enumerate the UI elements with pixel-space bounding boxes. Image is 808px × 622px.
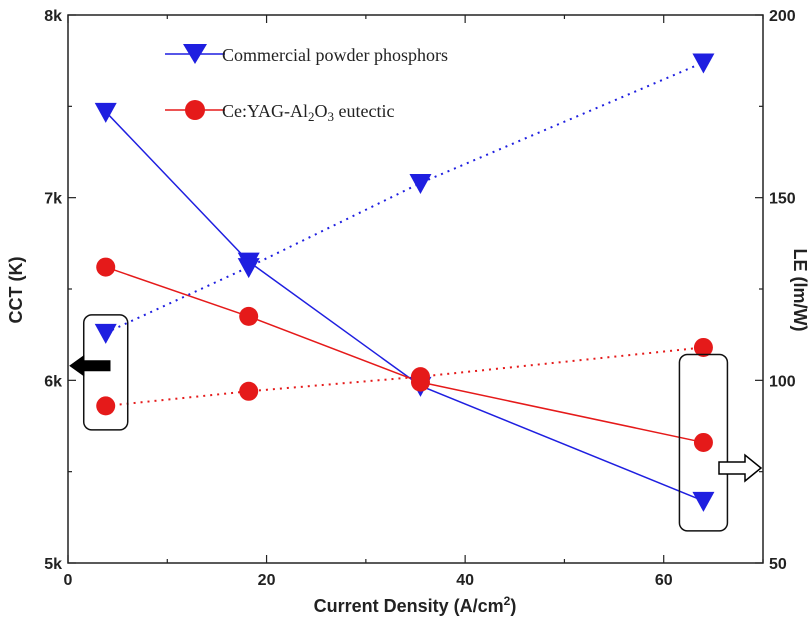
axis-ticks-group: 0 20 40 60 5k 6k 7k 8k 50 100 150 200 xyxy=(44,8,796,589)
x-tick-label: 40 xyxy=(456,572,474,589)
data-point-triangle xyxy=(409,174,432,195)
data-point-circle xyxy=(239,381,259,401)
data-point-circle xyxy=(239,306,259,326)
series-lines-group xyxy=(105,61,704,502)
legend-label-commercial: Commercial powder phosphors xyxy=(222,45,448,65)
series-line-right-dotted xyxy=(105,346,704,407)
x-tick-label: 0 xyxy=(64,572,73,589)
data-point-triangle xyxy=(94,323,117,344)
y-left-tick-label: 8k xyxy=(44,8,62,25)
legend-entry-eutectic: Ce:YAG-Al2O3 eutectic xyxy=(165,100,394,124)
series-markers-group xyxy=(94,53,715,512)
y-left-tick-label: 6k xyxy=(44,373,62,390)
legend-triangle-marker xyxy=(183,44,207,64)
y-left-axis-title: CCT (K) xyxy=(6,257,26,324)
y-right-tick-label: 150 xyxy=(769,191,796,208)
highlight-box-right xyxy=(678,353,729,532)
data-point-triangle xyxy=(692,491,715,512)
data-point-triangle xyxy=(237,258,260,279)
data-point-circle xyxy=(96,257,116,277)
data-point-circle xyxy=(96,396,116,416)
series-line-right-dotted xyxy=(105,61,704,334)
right-axis-arrow xyxy=(718,453,763,483)
x-tick-label: 60 xyxy=(655,572,673,589)
series-line-left-solid xyxy=(105,111,704,502)
legend-label-eutectic: Ce:YAG-Al2O3 eutectic xyxy=(222,101,394,124)
data-point-triangle xyxy=(94,102,117,123)
y-right-tick-label: 200 xyxy=(769,8,796,25)
legend-entry-commercial: Commercial powder phosphors xyxy=(165,44,448,65)
annotations-group xyxy=(69,314,763,532)
x-axis-title: Current Density (A/cm2) xyxy=(314,594,517,616)
legend-circle-marker xyxy=(185,100,205,120)
plot-frame xyxy=(67,14,764,564)
y-left-tick-label: 7k xyxy=(44,191,62,208)
y-left-tick-label: 5k xyxy=(44,556,62,573)
x-tick-label: 20 xyxy=(258,572,276,589)
data-point-triangle xyxy=(692,53,715,74)
y-right-tick-label: 100 xyxy=(769,373,796,390)
legend: Commercial powder phosphors Ce:YAG-Al2O3… xyxy=(165,44,448,124)
data-point-circle xyxy=(693,337,713,357)
series-line-left-solid xyxy=(105,266,704,444)
left-axis-arrow xyxy=(69,354,111,377)
data-point-circle xyxy=(410,367,430,387)
data-point-circle xyxy=(693,432,713,452)
y-right-tick-label: 50 xyxy=(769,556,787,573)
plot-frame-group xyxy=(67,14,764,564)
y-right-axis-title: LE (lm/W) xyxy=(790,249,808,332)
